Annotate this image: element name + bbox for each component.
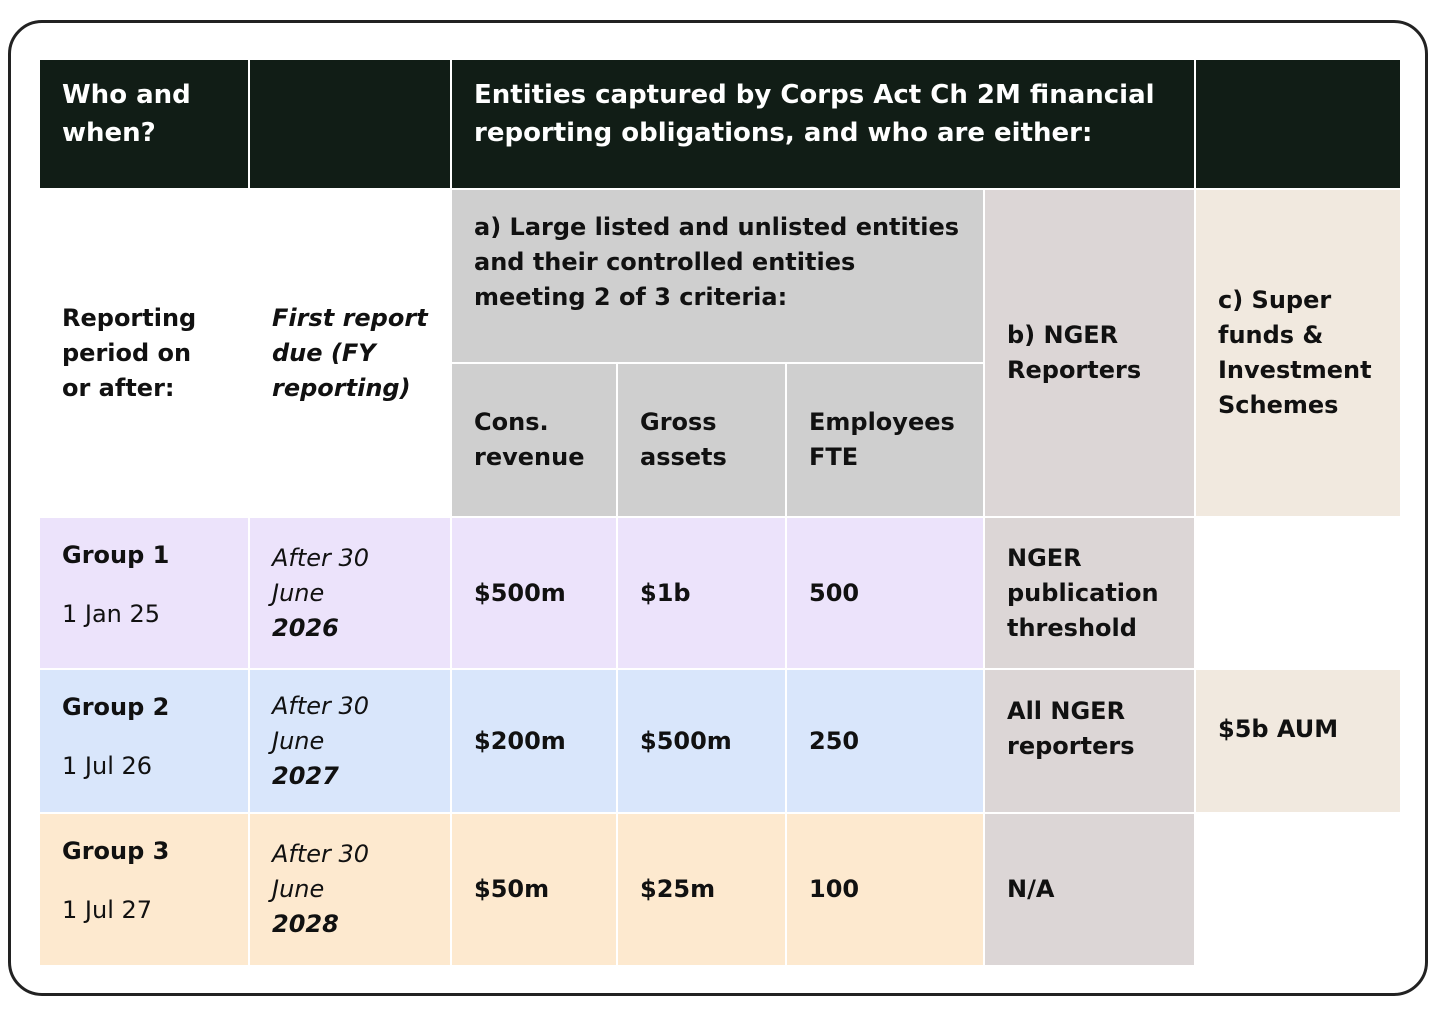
due-prefix: After 30 June bbox=[272, 691, 370, 755]
header-text: Entities captured by Corps Act Ch 2M fin… bbox=[474, 80, 1155, 148]
due: After 30 June 2028 bbox=[250, 814, 450, 965]
cell-text: Cons. revenue bbox=[474, 408, 585, 471]
header-blank bbox=[250, 60, 450, 188]
cell-text: $500m bbox=[474, 578, 566, 607]
super bbox=[1196, 518, 1400, 668]
group: Group 2 1 Jul 26 bbox=[40, 670, 248, 812]
group-name: Group 3 bbox=[62, 837, 170, 865]
header-who: Who and when? bbox=[40, 60, 248, 188]
cell-text: 100 bbox=[809, 875, 860, 903]
super: $5b AUM bbox=[1196, 670, 1400, 812]
super bbox=[1196, 814, 1400, 965]
cell-text: $500m bbox=[640, 726, 732, 755]
cell-text: All NGER reporters bbox=[1007, 697, 1135, 760]
frame bbox=[8, 20, 1428, 996]
cell-text: 250 bbox=[809, 726, 860, 755]
group-name: Group 2 bbox=[62, 693, 170, 721]
employees: 250 bbox=[787, 670, 983, 812]
group-date: 1 Jan 25 bbox=[62, 600, 161, 628]
cell-text: a) Large listed and unlisted entities an… bbox=[474, 213, 960, 311]
header-blank bbox=[1196, 60, 1400, 188]
cell-text: Gross assets bbox=[640, 408, 727, 471]
header-text: Who and when? bbox=[62, 80, 191, 148]
assets: $25m bbox=[618, 814, 785, 965]
assets: $1b bbox=[618, 518, 785, 668]
criterion-header: Gross assets bbox=[618, 364, 785, 516]
due-prefix: After 30 June bbox=[272, 840, 370, 903]
employees: 500 bbox=[787, 518, 983, 668]
group: Group 3 1 Jul 27 bbox=[40, 814, 248, 965]
large-header: a) Large listed and unlisted entities an… bbox=[452, 190, 983, 362]
group-date: 1 Jul 26 bbox=[62, 752, 153, 780]
due: After 30 June 2027 bbox=[250, 670, 450, 812]
cell-text: $50m bbox=[474, 875, 550, 903]
criterion-header: Cons. revenue bbox=[452, 364, 616, 516]
cell-text: $25m bbox=[640, 875, 716, 903]
group: Group 1 1 Jan 25 bbox=[40, 518, 248, 668]
first-report-header: First report due (FY reporting) bbox=[250, 190, 450, 516]
revenue: $500m bbox=[452, 518, 616, 668]
due-prefix: After 30 June bbox=[272, 543, 370, 607]
nger-header: b) NGER Reporters bbox=[985, 190, 1194, 516]
period-header: Reporting period on or after: bbox=[40, 190, 248, 516]
due-year: 2026 bbox=[272, 613, 339, 642]
cell-text: Reporting period on or after: bbox=[62, 303, 197, 402]
assets: $500m bbox=[618, 670, 785, 812]
group-name: Group 1 bbox=[62, 541, 170, 569]
cell-text: N/A bbox=[1007, 875, 1055, 903]
super-header: c) Super funds & Investment Schemes bbox=[1196, 190, 1400, 516]
cell-text: b) NGER Reporters bbox=[1007, 321, 1142, 384]
nger: N/A bbox=[985, 814, 1194, 965]
criterion-header: Employees FTE bbox=[787, 364, 983, 516]
cell-text: $200m bbox=[474, 726, 566, 755]
revenue: $200m bbox=[452, 670, 616, 812]
cell-text: $5b AUM bbox=[1218, 715, 1339, 743]
due: After 30 June 2026 bbox=[250, 518, 450, 668]
cell-text: c) Super funds & Investment Schemes bbox=[1218, 286, 1372, 419]
nger: NGER publication threshold bbox=[985, 518, 1194, 668]
header-entities: Entities captured by Corps Act Ch 2M fin… bbox=[452, 60, 1194, 188]
cell-text: 500 bbox=[809, 578, 860, 607]
group-date: 1 Jul 27 bbox=[62, 896, 153, 924]
due-year: 2028 bbox=[272, 910, 339, 938]
employees: 100 bbox=[787, 814, 983, 965]
nger: All NGER reporters bbox=[985, 670, 1194, 812]
cell-text: NGER publication threshold bbox=[1007, 543, 1159, 642]
due-year: 2027 bbox=[272, 761, 339, 790]
cell-text: $1b bbox=[640, 578, 691, 607]
cell-text: First report due (FY reporting) bbox=[272, 303, 428, 402]
cell-text: Employees FTE bbox=[809, 408, 955, 471]
revenue: $50m bbox=[452, 814, 616, 965]
